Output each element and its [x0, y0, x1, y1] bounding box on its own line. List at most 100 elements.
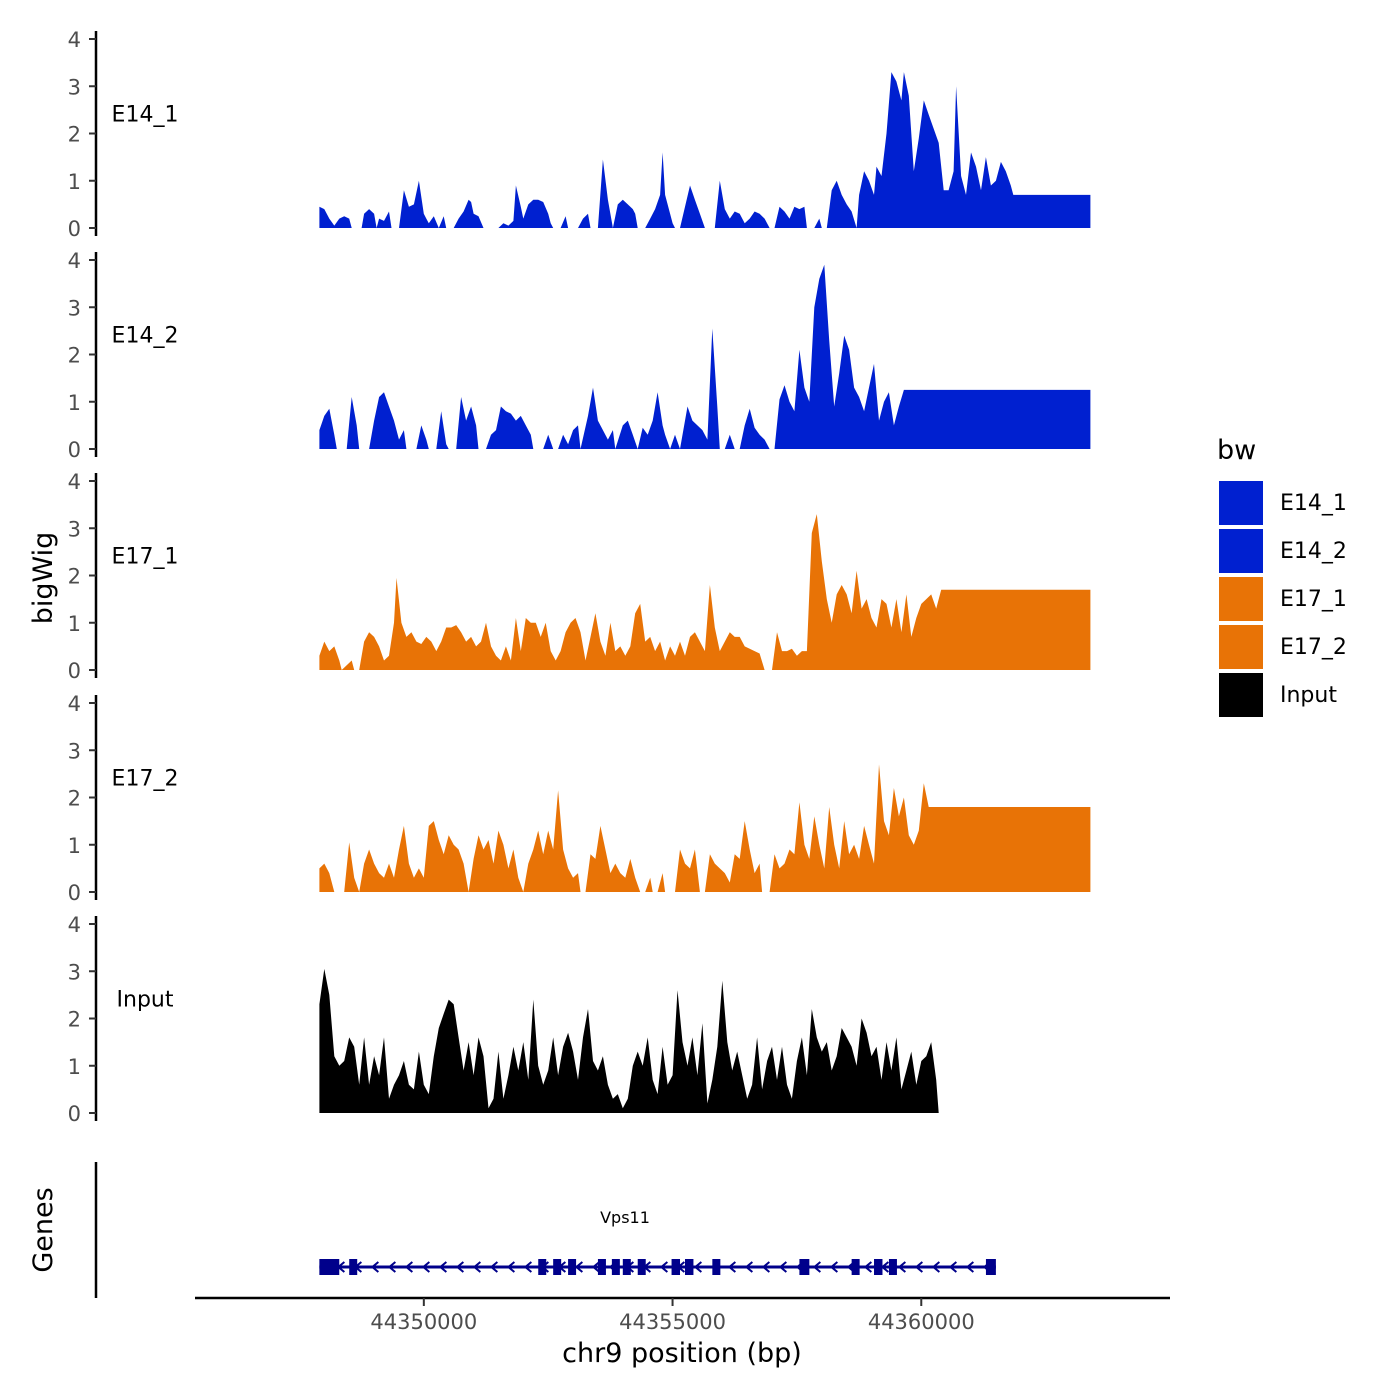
- gene-model: [319, 1259, 996, 1275]
- strand-arrow: [965, 1261, 975, 1273]
- y-tick-label: 3: [68, 75, 81, 99]
- y-tick-label: 0: [68, 881, 81, 905]
- exon-block: [799, 1259, 810, 1275]
- strand-arrow: [438, 1261, 448, 1273]
- legend-swatch-E14_2: [1217, 527, 1265, 575]
- legend-swatch-E17_1: [1217, 575, 1265, 623]
- strand-arrow: [574, 1261, 584, 1273]
- legend-swatch-E14_1: [1217, 479, 1265, 527]
- strand-arrow: [914, 1261, 924, 1273]
- y-axis-title: bigWig: [28, 532, 59, 625]
- gene-name-label: Vps11: [600, 1208, 650, 1227]
- track-label: E17_1: [112, 545, 179, 570]
- strand-arrow: [387, 1261, 397, 1273]
- strand-arrow: [455, 1261, 465, 1273]
- y-tick-label: 2: [68, 787, 81, 811]
- exon-block: [637, 1259, 646, 1275]
- exon-block: [888, 1259, 897, 1275]
- y-tick-label: 0: [68, 438, 81, 462]
- y-tick-label: 2: [68, 344, 81, 368]
- y-tick-label: 2: [68, 123, 81, 147]
- y-tick-label: 1: [68, 170, 81, 194]
- exon-block: [985, 1259, 996, 1275]
- track-label: Input: [117, 988, 174, 1013]
- strand-arrow: [370, 1261, 380, 1273]
- y-tick-label: 3: [68, 517, 81, 541]
- exon-block: [597, 1259, 606, 1275]
- y-tick-label: 0: [68, 1102, 81, 1126]
- track-E14_1: 0 1 2 3 4 E14_1: [68, 28, 1091, 241]
- exon-block: [874, 1259, 883, 1275]
- y-tick-label: 2: [68, 565, 81, 589]
- x-tick-label: 44355000: [619, 1310, 726, 1334]
- exon-block: [611, 1259, 620, 1275]
- strand-arrow: [693, 1261, 703, 1273]
- exon-block: [622, 1259, 631, 1275]
- coverage-area-E14_1: [319, 72, 1091, 228]
- y-tick-label: 4: [68, 249, 81, 273]
- coverage-area-E17_1: [319, 514, 1091, 670]
- coverage-area-E14_2: [319, 264, 1091, 449]
- strand-arrow: [489, 1261, 499, 1273]
- strand-arrow: [897, 1261, 907, 1273]
- y-tick-label: 3: [68, 296, 81, 320]
- track-E14_2: 0 1 2 3 4 E14_2: [68, 249, 1091, 462]
- exon-block: [568, 1259, 577, 1275]
- strand-arrow: [421, 1261, 431, 1273]
- gene-track-label: Genes: [28, 1187, 59, 1272]
- coverage-area-Input: [319, 968, 1093, 1113]
- strand-arrow: [727, 1261, 737, 1273]
- strand-arrow: [523, 1261, 533, 1273]
- y-tick-label: 3: [68, 960, 81, 984]
- strand-arrow: [404, 1261, 414, 1273]
- strand-arrow: [659, 1261, 669, 1273]
- strand-arrow: [778, 1261, 788, 1273]
- x-tick-label: 44360000: [868, 1310, 975, 1334]
- track-E17_1: 0 1 2 3 4 E17_1: [68, 470, 1091, 683]
- y-tick-label: 2: [68, 1008, 81, 1032]
- y-tick-label: 0: [68, 217, 81, 241]
- y-tick-label: 1: [68, 1055, 81, 1079]
- exon-block: [671, 1259, 681, 1275]
- exon-block: [851, 1259, 860, 1275]
- legend-swatch-Input: [1217, 671, 1265, 719]
- y-tick-label: 1: [68, 612, 81, 636]
- gene-track: Genes Vps11: [28, 1162, 996, 1298]
- track-Input: 0 1 2 3 4 Input: [68, 913, 1093, 1126]
- exon-block: [684, 1259, 694, 1275]
- strand-arrow: [472, 1261, 482, 1273]
- legend: bw E14_1 E14_2 E17_1 E17_2 Input: [1217, 435, 1347, 719]
- exon-block: [349, 1259, 358, 1275]
- legend-label-E17_2: E17_2: [1280, 635, 1347, 660]
- strand-arrow: [812, 1261, 822, 1273]
- strand-arrow: [948, 1261, 958, 1273]
- x-axis-title: chr9 position (bp): [562, 1338, 802, 1369]
- y-tick-label: 4: [68, 470, 81, 494]
- y-tick-label: 4: [68, 28, 81, 52]
- legend-label-Input: Input: [1280, 683, 1337, 708]
- x-axis: 44350000 44355000 44360000: [195, 1296, 1170, 1334]
- legend-swatch-E17_2: [1217, 623, 1265, 671]
- exon-block: [538, 1259, 547, 1275]
- track-panels: 0 1 2 3 4 E14_1 0 1 2 3 4 E14_2 0 1 2 3 4 E17_1 0 1 2 3 4 E17_2…: [68, 28, 1093, 1126]
- legend-title: bw: [1217, 435, 1256, 466]
- y-tick-label: 0: [68, 659, 81, 683]
- strand-arrow: [829, 1261, 839, 1273]
- strand-arrow: [744, 1261, 754, 1273]
- track-E17_2: 0 1 2 3 4 E17_2: [68, 692, 1091, 905]
- y-tick-label: 3: [68, 739, 81, 763]
- exon-block: [319, 1259, 340, 1275]
- exon-block: [553, 1259, 562, 1275]
- track-label: E17_2: [112, 767, 179, 792]
- strand-arrow: [591, 1261, 601, 1273]
- exon-block: [712, 1259, 721, 1275]
- strand-arrow: [931, 1261, 941, 1273]
- strand-arrow: [761, 1261, 771, 1273]
- track-label: E14_2: [112, 324, 179, 349]
- legend-label-E14_2: E14_2: [1280, 539, 1347, 564]
- strand-arrow: [506, 1261, 516, 1273]
- y-tick-label: 1: [68, 391, 81, 415]
- coverage-area-E17_2: [319, 764, 1091, 892]
- strand-arrow: [863, 1261, 873, 1273]
